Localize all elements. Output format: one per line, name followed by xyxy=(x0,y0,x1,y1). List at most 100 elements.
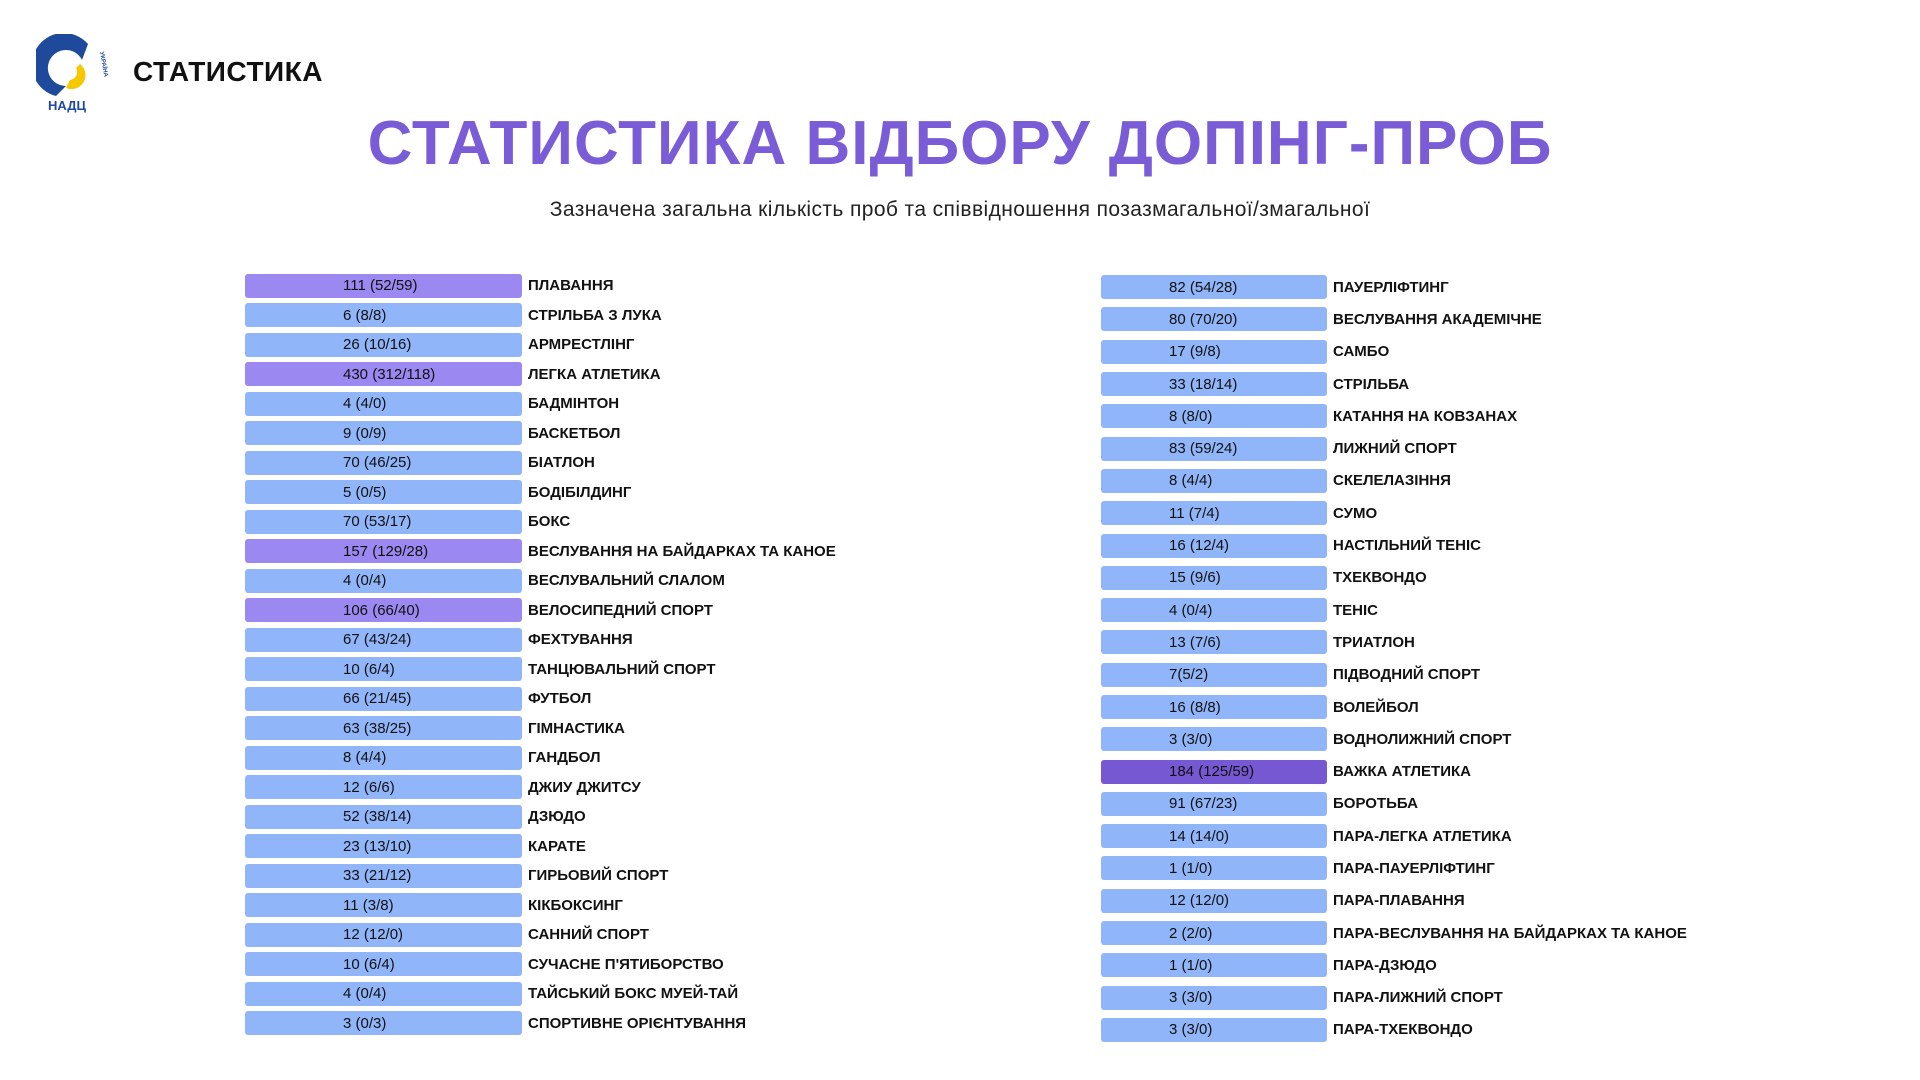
sample-count-bar: 3 (3/0) xyxy=(1101,1017,1327,1042)
sample-count-bar: 1 (1/0) xyxy=(1101,953,1327,978)
sample-count-bar: 184 (125/59) xyxy=(1101,759,1327,784)
sport-label: ПЛАВАННЯ xyxy=(528,277,614,295)
stat-row: 17 (9/8) САМБО xyxy=(1101,336,1687,368)
sample-count-bar: 16 (12/4) xyxy=(1101,533,1327,558)
stat-row: 157 (129/28) ВЕСЛУВАННЯ НА БАЙДАРКАХ ТА К… xyxy=(245,537,836,567)
sample-count-bar: 15 (9/6) xyxy=(1101,565,1327,590)
stat-row: 70 (53/17) БОКС xyxy=(245,507,836,537)
svg-text:НАДЦ: НАДЦ xyxy=(48,98,87,113)
sample-count-bar: 63 (38/25) xyxy=(245,716,522,741)
sample-count-bar: 2 (2/0) xyxy=(1101,921,1327,946)
sport-label: ТЕНІС xyxy=(1333,601,1378,619)
sport-label: ТХЕКВОНДО xyxy=(1333,569,1427,587)
sample-count-bar: 83 (59/24) xyxy=(1101,436,1327,461)
sample-count-bar: 9 (0/9) xyxy=(245,421,522,446)
right-stats-list: 82 (54/28) ПАУЕРЛІФТИНГ 80 (70/20) ВЕСЛУВАН… xyxy=(1101,271,1687,1046)
stat-row: 14 (14/0) ПАРА-ЛЕГКА АТЛЕТИКА xyxy=(1101,820,1687,852)
stat-row: 12 (12/0) ПАРА-ПЛАВАННЯ xyxy=(1101,885,1687,917)
sport-label: СУМО xyxy=(1333,504,1378,522)
sport-label: ТРИАТЛОН xyxy=(1333,633,1415,651)
sport-label: ГИРЬОВИЙ СПОРТ xyxy=(528,867,669,885)
stat-row: 4 (4/0) БАДМІНТОН xyxy=(245,389,836,419)
stat-row: 7(5/2) ПІДВОДНИЙ СПОРТ xyxy=(1101,659,1687,691)
sample-count-bar: 3 (0/3) xyxy=(245,1011,522,1036)
sport-label: СТРІЛЬБА xyxy=(1333,375,1410,393)
sample-count-bar: 12 (12/0) xyxy=(245,922,522,947)
sample-count-bar: 5 (0/5) xyxy=(245,480,522,505)
sample-count-bar: 80 (70/20) xyxy=(1101,307,1327,332)
sport-label: ПАРА-ЛИЖНИЙ СПОРТ xyxy=(1333,989,1503,1007)
sport-label: СТРІЛЬБА З ЛУКА xyxy=(528,306,662,324)
stat-row: 16 (12/4) НАСТІЛЬНИЙ ТЕНІС xyxy=(1101,529,1687,561)
sample-count-bar: 82 (54/28) xyxy=(1101,275,1327,300)
stat-row: 83 (59/24) ЛИЖНИЙ СПОРТ xyxy=(1101,432,1687,464)
stat-row: 13 (7/6) ТРИАТЛОН xyxy=(1101,626,1687,658)
sample-count-bar: 157 (129/28) xyxy=(245,539,522,564)
stat-row: 106 (66/40) ВЕЛОСИПЕДНИЙ СПОРТ xyxy=(245,596,836,626)
sport-label: ГІМНАСТИКА xyxy=(528,719,625,737)
sample-count-bar: 12 (12/0) xyxy=(1101,888,1327,913)
sport-label: АРМРЕСТЛІНГ xyxy=(528,336,635,354)
stat-row: 3 (0/3) СПОРТИВНЕ ОРІЄНТУВАННЯ xyxy=(245,1009,836,1039)
sample-count-bar: 17 (9/8) xyxy=(1101,339,1327,364)
sport-label: ПАРА-ПАУЕРЛІФТИНГ xyxy=(1333,859,1495,877)
sport-label: НАСТІЛЬНИЙ ТЕНІС xyxy=(1333,537,1481,555)
sample-count-bar: 12 (6/6) xyxy=(245,775,522,800)
stat-row: 10 (6/4) СУЧАСНЕ П'ЯТИБОРСТВО xyxy=(245,950,836,980)
sport-label: ТАЙСЬКИЙ БОКС МУЕЙ-ТАЙ xyxy=(528,985,739,1003)
stat-row: 184 (125/59) ВАЖКА АТЛЕТИКА xyxy=(1101,755,1687,787)
stat-row: 16 (8/8) ВОЛЕЙБОЛ xyxy=(1101,691,1687,723)
stat-row: 91 (67/23) БОРОТЬБА xyxy=(1101,788,1687,820)
stat-row: 430 (312/118) ЛЕГКА АТЛЕТИКА xyxy=(245,360,836,390)
stat-row: 8 (8/0) КАТАННЯ НА КОВЗАНАХ xyxy=(1101,400,1687,432)
sample-count-bar: 14 (14/0) xyxy=(1101,824,1327,849)
sport-label: САМБО xyxy=(1333,343,1390,361)
sample-count-bar: 106 (66/40) xyxy=(245,598,522,623)
sport-label: ВЕСЛУВАННЯ НА БАЙДАРКАХ ТА КАНОЕ xyxy=(528,542,836,560)
sport-label: ПАРА-ЛЕГКА АТЛЕТИКА xyxy=(1333,827,1512,845)
sport-label: ВОДНОЛИЖНИЙ СПОРТ xyxy=(1333,730,1512,748)
stat-row: 66 (21/45) ФУТБОЛ xyxy=(245,684,836,714)
sample-count-bar: 8 (4/4) xyxy=(245,745,522,770)
sport-label: САННИЙ СПОРТ xyxy=(528,926,649,944)
stat-row: 26 (10/16) АРМРЕСТЛІНГ xyxy=(245,330,836,360)
stat-row: 70 (46/25) БІАТЛОН xyxy=(245,448,836,478)
sport-label: КАРАТЕ xyxy=(528,837,586,855)
sample-count-bar: 111 (52/59) xyxy=(245,273,522,298)
sample-count-bar: 3 (3/0) xyxy=(1101,985,1327,1010)
sport-label: ПАУЕРЛІФТИНГ xyxy=(1333,278,1449,296)
stat-row: 4 (0/4) ВЕСЛУВАЛЬНИЙ СЛАЛОМ xyxy=(245,566,836,596)
stat-row: 1 (1/0) ПАРА-ПАУЕРЛІФТИНГ xyxy=(1101,852,1687,884)
stat-row: 15 (9/6) ТХЕКВОНДО xyxy=(1101,562,1687,594)
sport-label: БОРОТЬБА xyxy=(1333,795,1418,813)
sport-label: ПАРА-ТХЕКВОНДО xyxy=(1333,1021,1473,1039)
sample-count-bar: 4 (0/4) xyxy=(245,981,522,1006)
sample-count-bar: 10 (6/4) xyxy=(245,952,522,977)
sample-count-bar: 13 (7/6) xyxy=(1101,630,1327,655)
stat-row: 11 (3/8) КІКБОКСИНГ xyxy=(245,891,836,921)
stat-row: 11 (7/4) СУМО xyxy=(1101,497,1687,529)
stat-row: 63 (38/25) ГІМНАСТИКА xyxy=(245,714,836,744)
sample-count-bar: 4 (0/4) xyxy=(245,568,522,593)
stat-row: 12 (12/0) САННИЙ СПОРТ xyxy=(245,920,836,950)
sample-count-bar: 11 (7/4) xyxy=(1101,501,1327,526)
sample-count-bar: 91 (67/23) xyxy=(1101,791,1327,816)
sample-count-bar: 8 (8/0) xyxy=(1101,404,1327,429)
stat-row: 4 (0/4) ТАЙСЬКИЙ БОКС МУЕЙ-ТАЙ xyxy=(245,979,836,1009)
page-subtitle: Зазначена загальна кількість проб та спі… xyxy=(549,198,1371,221)
sport-label: СПОРТИВНЕ ОРІЄНТУВАННЯ xyxy=(528,1014,747,1032)
sport-label: ПАРА-ВЕСЛУВАННЯ НА БАЙДАРКАХ ТА КАНОЕ xyxy=(1333,924,1687,942)
stat-row: 33 (18/14) СТРІЛЬБА xyxy=(1101,368,1687,400)
stat-row: 8 (4/4) ГАНДБОЛ xyxy=(245,743,836,773)
sample-count-bar: 3 (3/0) xyxy=(1101,727,1327,752)
sport-label: СКЕЛЕЛАЗІННЯ xyxy=(1333,472,1451,490)
sport-label: ТАНЦЮВАЛЬНИЙ СПОРТ xyxy=(528,660,716,678)
stat-row: 4 (0/4) ТЕНІС xyxy=(1101,594,1687,626)
stat-row: 5 (0/5) БОДІБІЛДИНГ xyxy=(245,478,836,508)
sample-count-bar: 33 (21/12) xyxy=(245,863,522,888)
sport-label: ПАРА-ДЗЮДО xyxy=(1333,956,1437,974)
sport-label: ДЖИУ ДЖИТСУ xyxy=(528,778,641,796)
svg-text:УКРАЇНА: УКРАЇНА xyxy=(98,51,109,78)
stat-row: 3 (3/0) ПАРА-ЛИЖНИЙ СПОРТ xyxy=(1101,982,1687,1014)
stat-row: 111 (52/59) ПЛАВАННЯ xyxy=(245,271,836,301)
